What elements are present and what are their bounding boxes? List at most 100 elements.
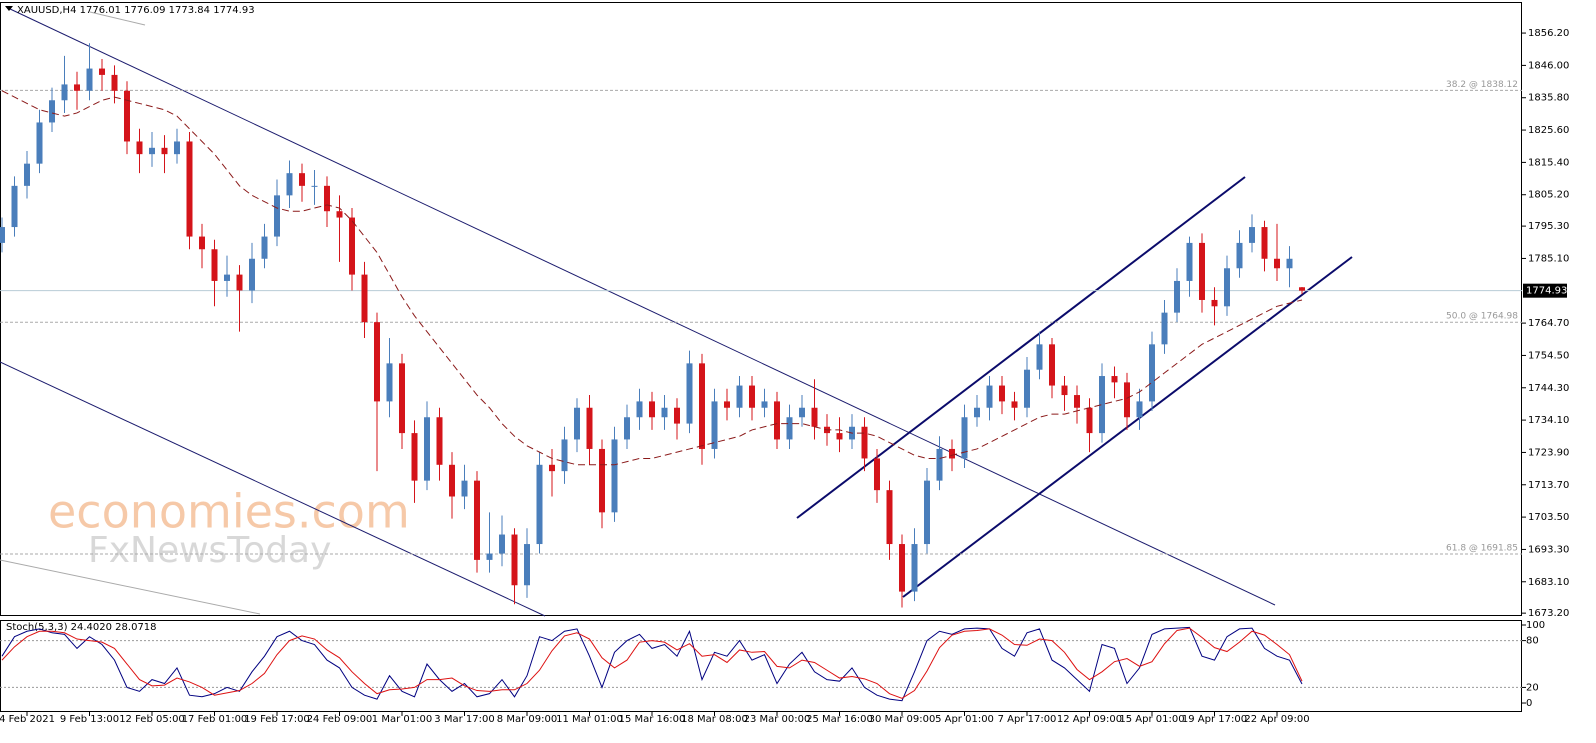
candle-body <box>999 385 1005 402</box>
last-price-label: 1774.93 <box>1526 286 1567 297</box>
y-tick-label: 20 <box>1526 682 1539 693</box>
candle-body <box>199 236 205 250</box>
stoch-line <box>1 627 1303 699</box>
candle-body <box>61 84 68 101</box>
trend-line <box>0 361 546 617</box>
x-tick-label: 3 Mar 17:00 <box>434 714 494 725</box>
candle-body <box>1124 382 1130 418</box>
x-tick-label: 7 Apr 17:00 <box>998 714 1057 725</box>
candle-body <box>1074 395 1080 408</box>
candle-body <box>474 480 480 560</box>
x-tick-label: 19 Apr 17:00 <box>1182 714 1247 725</box>
candle-body <box>524 544 530 586</box>
candle-body <box>311 185 318 187</box>
chart-title: XAUUSD,H4 1776.01 1776.09 1773.84 1774.9… <box>17 5 255 16</box>
y-tick-label: 1846.00 <box>1528 60 1569 71</box>
candle-body <box>0 227 5 243</box>
candle-body <box>361 274 368 323</box>
candle-body <box>461 480 468 497</box>
candle-body <box>111 74 118 91</box>
stoch-line <box>1 626 1303 702</box>
x-tick-label: 15 Mar 16:00 <box>619 714 686 725</box>
y-tick-label: 1754.50 <box>1528 350 1569 361</box>
candle-body <box>11 185 18 228</box>
candle-body <box>511 534 518 586</box>
candle-body <box>1086 407 1093 434</box>
y-tick-label: 1683.10 <box>1528 577 1569 588</box>
candle-body <box>686 363 693 424</box>
candle-body <box>1174 280 1180 313</box>
candle-body <box>374 322 380 402</box>
y-tick-label: 1805.20 <box>1528 190 1569 201</box>
x-tick-label: 22 Apr 09:00 <box>1244 714 1309 725</box>
candle-body <box>1299 287 1305 291</box>
x-tick-label: 18 Mar 08:00 <box>681 714 748 725</box>
candle-body <box>986 385 993 408</box>
watermark-sub: FxNewsToday <box>88 530 331 571</box>
candle-body <box>774 401 780 440</box>
watermark: economies.com FxNewsToday <box>48 485 410 572</box>
candle-body <box>624 417 630 440</box>
watermark-brand: economies.com <box>48 485 410 539</box>
y-tick-label: 1856.20 <box>1528 28 1569 39</box>
x-tick-label: 25 Mar 16:00 <box>806 714 873 725</box>
candle-body <box>649 401 655 418</box>
x-tick-label: 12 Feb 05:00 <box>119 714 185 725</box>
y-tick-label: 1713.70 <box>1528 480 1569 491</box>
level-label: 38.2 @ 1838.12 <box>1446 80 1518 90</box>
stoch-title: Stoch(5,3,3) 24.4020 28.0718 <box>6 622 157 633</box>
candle-body <box>711 401 718 449</box>
candle-body <box>899 544 905 592</box>
candle-body <box>1099 376 1105 434</box>
candle-body <box>1236 242 1243 269</box>
x-tick-label: 19 Feb 17:00 <box>244 714 310 725</box>
candle-body <box>99 68 105 75</box>
candle-body <box>1199 242 1205 300</box>
y-tick-label: 1673.20 <box>1528 608 1569 619</box>
candle-body <box>936 448 943 481</box>
candle-body <box>286 173 293 196</box>
candle-body <box>911 544 918 592</box>
candle-body <box>499 534 505 554</box>
candle-body <box>636 401 643 418</box>
candle-body <box>49 100 55 123</box>
candle-body <box>124 90 130 142</box>
level-label: 50.0 @ 1764.98 <box>1446 312 1518 322</box>
candle-body <box>961 417 968 459</box>
candle-body <box>761 401 768 408</box>
candle-body <box>211 249 218 281</box>
symbol-icon <box>5 6 13 11</box>
x-tick-label: 9 Feb 13:00 <box>60 714 119 725</box>
trend-line <box>89 11 146 26</box>
candle-body <box>1224 268 1230 307</box>
level-label: 61.8 @ 1691.85 <box>1446 544 1518 554</box>
candle-body <box>974 407 980 418</box>
candle-body <box>74 84 80 91</box>
y-tick-label: 1734.10 <box>1528 415 1569 426</box>
candle-body <box>799 407 805 418</box>
candle-body <box>436 417 443 465</box>
y-tick-label: 1744.30 <box>1528 383 1569 394</box>
candle-body <box>949 448 955 459</box>
candle-body <box>236 274 243 291</box>
candle-body <box>1011 401 1018 408</box>
trend-line <box>7 7 1276 606</box>
candle-body <box>1024 369 1030 408</box>
candle-body <box>599 448 605 513</box>
candle-body <box>249 258 255 291</box>
candle-body <box>611 439 618 513</box>
candle-body <box>786 417 793 440</box>
candle-body <box>424 417 430 481</box>
drawings <box>0 7 1353 617</box>
y-tick-label: 1785.10 <box>1528 253 1569 264</box>
candle-body <box>811 407 818 427</box>
y-tick-label: 1703.50 <box>1528 512 1569 523</box>
candle-body <box>411 433 418 481</box>
candle-body <box>1161 312 1168 345</box>
candle-body <box>736 385 743 408</box>
candle-body <box>924 480 930 545</box>
candle-body <box>136 141 143 155</box>
candle-body <box>1149 344 1155 402</box>
candle-body <box>549 464 555 472</box>
